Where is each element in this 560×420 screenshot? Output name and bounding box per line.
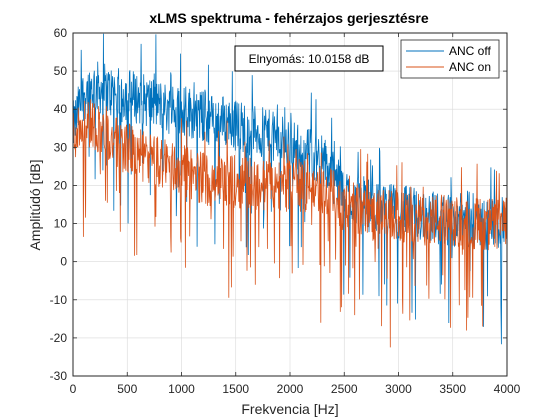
series-layer xyxy=(73,33,507,348)
legend: ANC off ANC on xyxy=(400,39,500,79)
annotation-frame xyxy=(234,45,384,72)
y-tick-label: 40 xyxy=(54,102,68,116)
y-tick-label: -10 xyxy=(50,293,68,307)
chart-title: xLMS spektruma - fehérzajos gerjesztésre xyxy=(149,10,429,26)
ticks xyxy=(72,32,508,377)
y-tick-label: 0 xyxy=(60,255,67,269)
y-tick-label: 60 xyxy=(54,26,68,40)
series-line-anc-on xyxy=(73,99,507,348)
x-tick-label: 0 xyxy=(70,382,77,396)
x-axis-label: Frekvencia [Hz] xyxy=(241,401,338,417)
x-tick-label: 3000 xyxy=(385,382,412,396)
x-tick-labels: 0 500 1000 1500 2000 2500 3000 3500 4000 xyxy=(70,382,521,396)
x-tick-label: 3500 xyxy=(439,382,466,396)
x-tick-label: 500 xyxy=(117,382,137,396)
x-tick-label: 1000 xyxy=(168,382,195,396)
legend-label-anc-on: ANC on xyxy=(449,60,491,74)
y-tick-label: 30 xyxy=(54,140,68,154)
legend-frame xyxy=(400,39,500,79)
y-tick-label: 50 xyxy=(54,64,68,78)
y-tick-labels: -30 -20 -10 0 10 20 30 40 50 60 xyxy=(50,26,68,383)
annotation-text: Elnyomás: 10.0158 dB xyxy=(249,52,370,66)
plot-area xyxy=(72,32,508,377)
legend-label-anc-off: ANC off xyxy=(449,44,491,58)
x-tick-label: 2000 xyxy=(277,382,304,396)
y-axis-label: Amplitúdó [dB] xyxy=(27,159,43,250)
x-tick-label: 4000 xyxy=(494,382,521,396)
y-tick-label: -20 xyxy=(50,331,68,345)
x-tick-label: 1500 xyxy=(222,382,249,396)
annotation-box: Elnyomás: 10.0158 dB xyxy=(234,45,384,72)
x-tick-label: 2500 xyxy=(331,382,358,396)
y-tick-label: 10 xyxy=(54,217,68,231)
y-tick-label: -30 xyxy=(50,369,68,383)
y-tick-label: 20 xyxy=(54,178,68,192)
